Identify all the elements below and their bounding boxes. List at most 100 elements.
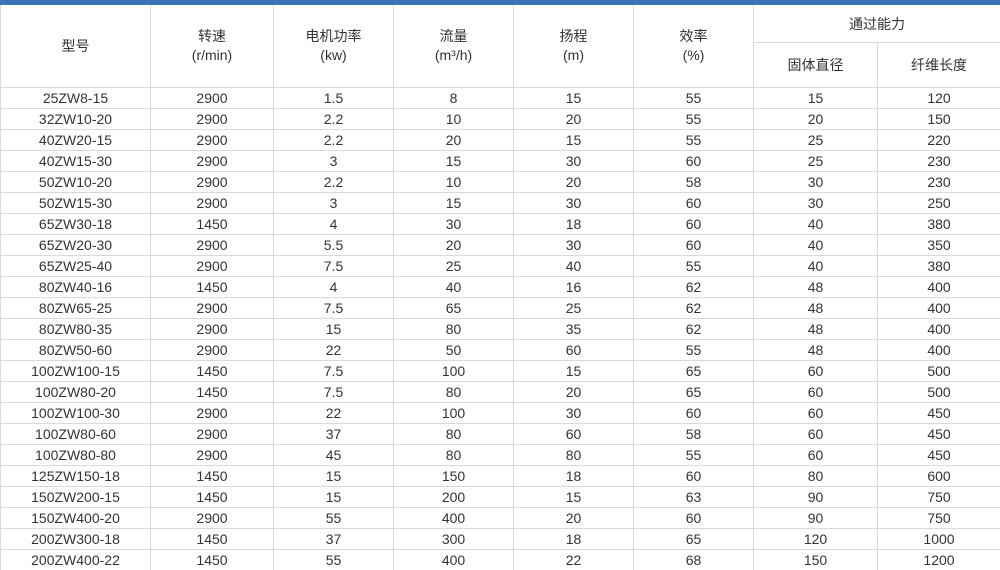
table-cell: 90 xyxy=(753,507,878,529)
col-header-flow-unit: (m³/h) xyxy=(434,47,473,63)
table-cell: 1000 xyxy=(877,528,1000,550)
table-cell: 37 xyxy=(273,423,394,445)
table-row: 100ZW80-60 2900 37 80 60 58 60 450 xyxy=(0,423,1000,445)
table-cell: 10 xyxy=(393,108,514,130)
col-header-model-label: 型号 xyxy=(61,37,90,54)
table-cell: 100ZW80-60 xyxy=(0,423,151,445)
pump-spec-table: 型号 转速 (r/min) 电机功率 (kw) 流量 (m³/h) 扬程 (m) xyxy=(0,5,1000,570)
table-cell: 15 xyxy=(513,87,634,109)
table-cell: 20 xyxy=(513,171,634,193)
table-cell: 5.5 xyxy=(273,234,394,256)
table-cell: 500 xyxy=(877,360,1000,382)
table-cell: 20 xyxy=(513,507,634,529)
col-header-head: 扬程 (m) xyxy=(513,5,634,88)
table-cell: 150 xyxy=(753,549,878,570)
table-row: 32ZW10-20 2900 2.2 10 20 55 20 150 xyxy=(0,108,1000,130)
table-cell: 120 xyxy=(753,528,878,550)
table-cell: 60 xyxy=(753,444,878,466)
table-row: 25ZW8-15 2900 1.5 8 15 55 15 120 xyxy=(0,87,1000,109)
table-cell: 20 xyxy=(513,381,634,403)
table-cell: 400 xyxy=(393,507,514,529)
table-cell: 100ZW100-15 xyxy=(0,360,151,382)
table-cell: 100ZW80-20 xyxy=(0,381,151,403)
table-cell: 2900 xyxy=(150,108,274,130)
table-cell: 68 xyxy=(633,549,754,570)
table-row: 80ZW50-60 2900 22 50 60 55 48 400 xyxy=(0,339,1000,361)
table-cell: 15 xyxy=(513,129,634,151)
table-cell: 150ZW200-15 xyxy=(0,486,151,508)
table-cell: 20 xyxy=(753,108,878,130)
table-cell: 7.5 xyxy=(273,360,394,382)
table-cell: 7.5 xyxy=(273,297,394,319)
table-cell: 18 xyxy=(513,465,634,487)
table-cell: 30 xyxy=(753,192,878,214)
table-cell: 80 xyxy=(393,318,514,340)
table-cell: 1450 xyxy=(150,549,274,570)
col-header-speed-label: 转速 xyxy=(198,28,226,44)
table-cell: 30 xyxy=(393,213,514,235)
table-header: 型号 转速 (r/min) 电机功率 (kw) 流量 (m³/h) 扬程 (m) xyxy=(0,5,1000,88)
table-cell: 220 xyxy=(877,129,1000,151)
table-cell: 80ZW65-25 xyxy=(0,297,151,319)
table-row: 100ZW80-20 1450 7.5 80 20 65 60 500 xyxy=(0,381,1000,403)
table-cell: 1200 xyxy=(877,549,1000,570)
table-cell: 7.5 xyxy=(273,255,394,277)
table-cell: 80 xyxy=(393,444,514,466)
table-cell: 32ZW10-20 xyxy=(0,108,151,130)
table-cell: 60 xyxy=(753,381,878,403)
table-cell: 55 xyxy=(633,129,754,151)
table-cell: 58 xyxy=(633,423,754,445)
table-cell: 2900 xyxy=(150,339,274,361)
col-header-efficiency: 效率 (%) xyxy=(633,5,754,88)
table-cell: 3 xyxy=(273,150,394,172)
table-cell: 230 xyxy=(877,150,1000,172)
table-cell: 200ZW400-22 xyxy=(0,549,151,570)
table-cell: 60 xyxy=(513,423,634,445)
table-cell: 15 xyxy=(513,360,634,382)
table-row: 40ZW15-30 2900 3 15 30 60 25 230 xyxy=(0,150,1000,172)
table-cell: 55 xyxy=(633,87,754,109)
table-row: 40ZW20-15 2900 2.2 20 15 55 25 220 xyxy=(0,129,1000,151)
table-cell: 55 xyxy=(633,339,754,361)
table-cell: 2900 xyxy=(150,297,274,319)
col-header-motor-power: 电机功率 (kw) xyxy=(273,5,394,88)
table-cell: 80 xyxy=(753,465,878,487)
table-cell: 2.2 xyxy=(273,171,394,193)
table-cell: 400 xyxy=(877,276,1000,298)
table-row: 80ZW40-16 1450 4 40 16 62 48 400 xyxy=(0,276,1000,298)
table-cell: 2900 xyxy=(150,150,274,172)
table-cell: 1450 xyxy=(150,465,274,487)
table-cell: 65 xyxy=(633,360,754,382)
table-cell: 48 xyxy=(753,318,878,340)
table-cell: 1450 xyxy=(150,360,274,382)
table-cell: 1450 xyxy=(150,486,274,508)
table-cell: 1450 xyxy=(150,528,274,550)
table-cell: 2900 xyxy=(150,318,274,340)
table-cell: 1450 xyxy=(150,276,274,298)
table-cell: 2.2 xyxy=(273,108,394,130)
table-row: 150ZW200-15 1450 15 200 15 63 90 750 xyxy=(0,486,1000,508)
table-cell: 4 xyxy=(273,213,394,235)
table-cell: 400 xyxy=(877,318,1000,340)
table-cell: 22 xyxy=(273,339,394,361)
table-cell: 200ZW300-18 xyxy=(0,528,151,550)
table-cell: 30 xyxy=(513,402,634,424)
table-cell: 30 xyxy=(753,171,878,193)
table-cell: 45 xyxy=(273,444,394,466)
table-cell: 250 xyxy=(877,192,1000,214)
table-cell: 65ZW30-18 xyxy=(0,213,151,235)
col-header-efficiency-label: 效率 xyxy=(679,28,708,44)
table-cell: 20 xyxy=(513,108,634,130)
table-cell: 2900 xyxy=(150,192,274,214)
table-cell: 15 xyxy=(393,150,514,172)
table-cell: 450 xyxy=(877,423,1000,445)
table-cell: 25 xyxy=(393,255,514,277)
table-cell: 450 xyxy=(877,402,1000,424)
table-cell: 400 xyxy=(393,549,514,570)
table-cell: 15 xyxy=(273,318,394,340)
table-cell: 62 xyxy=(633,318,754,340)
table-cell: 100ZW80-80 xyxy=(0,444,151,466)
table-cell: 20 xyxy=(393,129,514,151)
table-row: 100ZW80-80 2900 45 80 80 55 60 450 xyxy=(0,444,1000,466)
